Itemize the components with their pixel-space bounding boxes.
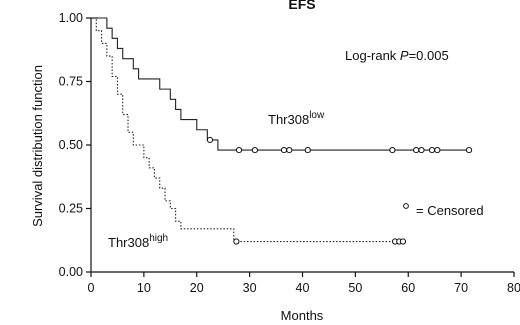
censor-mark-low <box>251 146 259 154</box>
y-tick-label: 0.75 <box>59 75 83 89</box>
censor-mark-low <box>413 146 420 154</box>
censor-mark-low <box>206 136 214 144</box>
series-label-high: Thr308high <box>108 233 168 250</box>
series-line-low <box>91 17 472 151</box>
y-tick-label: 0.00 <box>59 265 83 279</box>
censor-mark-low <box>280 146 288 154</box>
series-label-high-sup: high <box>149 233 168 244</box>
chart-title: EFS <box>288 0 315 12</box>
censored-legend-text: = Censored <box>416 203 484 218</box>
censor-mark-high <box>399 238 407 245</box>
censor-mark-low <box>286 146 293 154</box>
logrank-p-symbol: P <box>400 48 409 63</box>
x-tick-label: 10 <box>137 281 151 295</box>
censor-mark-low <box>465 146 473 154</box>
x-axis-label: Months <box>281 308 324 323</box>
logrank-p-value: =0.005 <box>409 48 449 63</box>
y-ticks: 0.00 0.25 0.50 0.75 1.00 <box>59 11 91 279</box>
x-tick-label: 0 <box>88 281 95 295</box>
series-line-high <box>91 17 403 243</box>
x-tick-label: 30 <box>243 281 257 295</box>
series-label-low: Thr308low <box>268 110 325 127</box>
censor-mark-high <box>233 238 240 245</box>
censor-mark-low <box>235 146 243 154</box>
series-label-low-base: Thr308 <box>268 112 309 127</box>
y-tick-label: 0.25 <box>59 202 83 216</box>
censor-mark-low <box>389 146 396 154</box>
x-tick-label: 80 <box>507 281 520 295</box>
censor-mark-low <box>428 146 436 154</box>
x-tick-label: 40 <box>296 281 310 295</box>
series-label-low-sup: low <box>309 110 325 121</box>
y-axis-label: Survival distribution function <box>30 65 45 227</box>
y-tick-label: 1.00 <box>59 11 83 25</box>
logrank-annotation: Log-rank P=0.005 <box>345 48 449 63</box>
series-label-high-base: Thr308 <box>108 235 149 250</box>
censor-mark-low <box>304 146 311 154</box>
series-layer <box>91 17 473 245</box>
x-tick-label: 60 <box>401 281 415 295</box>
y-tick-label: 0.50 <box>59 138 83 152</box>
x-tick-label: 50 <box>348 281 362 295</box>
censored-legend: = Censored <box>403 203 484 218</box>
x-tick-label: 20 <box>190 281 204 295</box>
censor-mark-low <box>434 146 441 154</box>
censored-legend-marker <box>403 203 409 209</box>
logrank-prefix: Log-rank <box>345 48 400 63</box>
x-tick-label: 70 <box>454 281 468 295</box>
x-ticks: 0 10 20 30 40 50 60 70 80 <box>88 272 520 295</box>
censor-mark-low <box>418 146 425 154</box>
